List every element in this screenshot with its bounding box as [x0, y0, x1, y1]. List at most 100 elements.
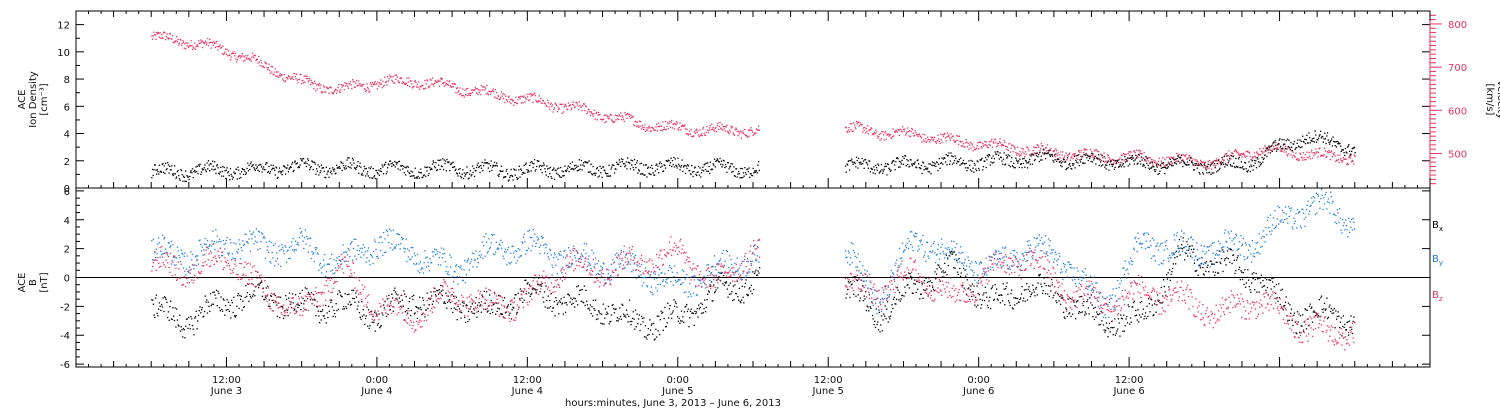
- density-series-point: [529, 164, 531, 167]
- by-series-point: [334, 267, 337, 269]
- density-series-point: [602, 166, 604, 168]
- by-series-point: [160, 250, 162, 252]
- velocity-series-point: [1024, 155, 1026, 158]
- by-series-point: [320, 267, 322, 269]
- density-series-point: [1353, 146, 1356, 149]
- density-series-point: [1208, 172, 1210, 174]
- density-series-point: [338, 165, 341, 168]
- density-series-point: [698, 165, 700, 168]
- velocity-series-point: [215, 42, 217, 44]
- density-series-point: [864, 159, 866, 161]
- density-series-point: [580, 164, 582, 166]
- bx-series-point: [1027, 288, 1029, 290]
- velocity-series-point: [700, 134, 702, 136]
- velocity-series-point: [498, 95, 500, 97]
- velocity-series-point: [358, 83, 361, 85]
- density-series-point: [625, 161, 627, 163]
- velocity-series-point: [1349, 157, 1351, 159]
- by-series-point: [288, 258, 290, 260]
- density-series-point: [342, 162, 344, 164]
- bx-series-point: [975, 306, 977, 308]
- velocity-series-point: [611, 120, 614, 122]
- density-series-point: [600, 172, 602, 174]
- density-series-point: [854, 162, 856, 165]
- velocity-series-point: [986, 146, 989, 148]
- density-series-point: [192, 176, 194, 179]
- bx-series-point: [1263, 285, 1265, 287]
- by-series-point: [297, 244, 300, 246]
- velocity-series-point: [1071, 156, 1073, 158]
- density-series-point: [282, 170, 284, 172]
- density-series-point: [1227, 162, 1229, 164]
- velocity-series-point: [1240, 154, 1242, 156]
- density-series-point: [743, 175, 745, 177]
- density-series-point: [860, 161, 862, 163]
- velocity-series-point: [617, 115, 619, 117]
- velocity-series-point: [899, 129, 901, 131]
- velocity-series-point: [251, 52, 254, 54]
- density-series-point: [1191, 162, 1193, 164]
- velocity-series-point: [353, 86, 356, 88]
- density-series-point: [1160, 164, 1162, 166]
- bx-series-point: [551, 310, 553, 313]
- density-series-point: [161, 163, 163, 165]
- density-series-point: [1318, 135, 1320, 137]
- velocity-series-point: [331, 92, 334, 94]
- density-series-point: [1270, 145, 1272, 148]
- density-series-point: [658, 172, 660, 174]
- bx-series-point: [1100, 310, 1102, 312]
- density-series-point: [370, 166, 372, 168]
- bx-series-point: [1303, 321, 1305, 323]
- bx-series-point: [758, 272, 760, 274]
- velocity-series-point: [597, 114, 599, 116]
- velocity-series-point: [1158, 157, 1160, 159]
- bx-series-point: [278, 296, 280, 298]
- velocity-series-point: [231, 52, 234, 54]
- density-series-point: [605, 173, 607, 175]
- bx-series-point: [410, 309, 412, 312]
- velocity-series-point: [731, 126, 734, 128]
- density-series-point: [460, 175, 462, 177]
- bx-series-point: [1067, 298, 1069, 300]
- velocity-series-point: [1087, 155, 1089, 158]
- density-series-point: [1139, 160, 1141, 162]
- density-series-point: [1197, 164, 1199, 166]
- velocity-series-point: [579, 104, 581, 106]
- velocity-series-point: [456, 87, 458, 90]
- bx-series-point: [1307, 318, 1309, 320]
- density-series-point: [646, 176, 648, 178]
- density-series-point: [559, 176, 561, 178]
- density-series-point: [418, 177, 421, 179]
- bx-series-point: [1117, 328, 1119, 330]
- velocity-series-point: [1146, 158, 1149, 160]
- bx-series-point: [182, 336, 184, 338]
- velocity-series-point: [1082, 151, 1085, 154]
- bx-series-point: [1260, 282, 1262, 284]
- velocity-series-point: [1219, 162, 1221, 164]
- density-series-point: [870, 167, 872, 169]
- velocity-series-point: [643, 127, 645, 129]
- velocity-series-point: [694, 132, 696, 134]
- bx-series-point: [870, 307, 872, 309]
- velocity-series-point: [254, 54, 256, 56]
- velocity-series-point: [484, 86, 486, 88]
- by-series-point: [322, 259, 324, 261]
- by-series-point: [173, 264, 176, 266]
- density-series-point: [1249, 166, 1251, 168]
- velocity-series-point: [222, 45, 224, 47]
- density-series-point: [946, 164, 948, 166]
- velocity-series-point: [959, 140, 961, 142]
- bx-series-point: [297, 306, 299, 309]
- density-series-point: [729, 165, 731, 167]
- velocity-series-point: [1272, 148, 1274, 150]
- density-series-point: [1264, 154, 1266, 156]
- density-series-point: [329, 171, 332, 174]
- density-series-point: [855, 166, 857, 168]
- velocity-series-point: [258, 61, 261, 63]
- density-series-point: [558, 167, 560, 169]
- bx-series-point: [267, 305, 270, 307]
- bx-series-point: [1257, 277, 1259, 279]
- density-series-point: [936, 161, 938, 164]
- velocity-series-point: [539, 100, 541, 102]
- density-series-point: [313, 161, 315, 164]
